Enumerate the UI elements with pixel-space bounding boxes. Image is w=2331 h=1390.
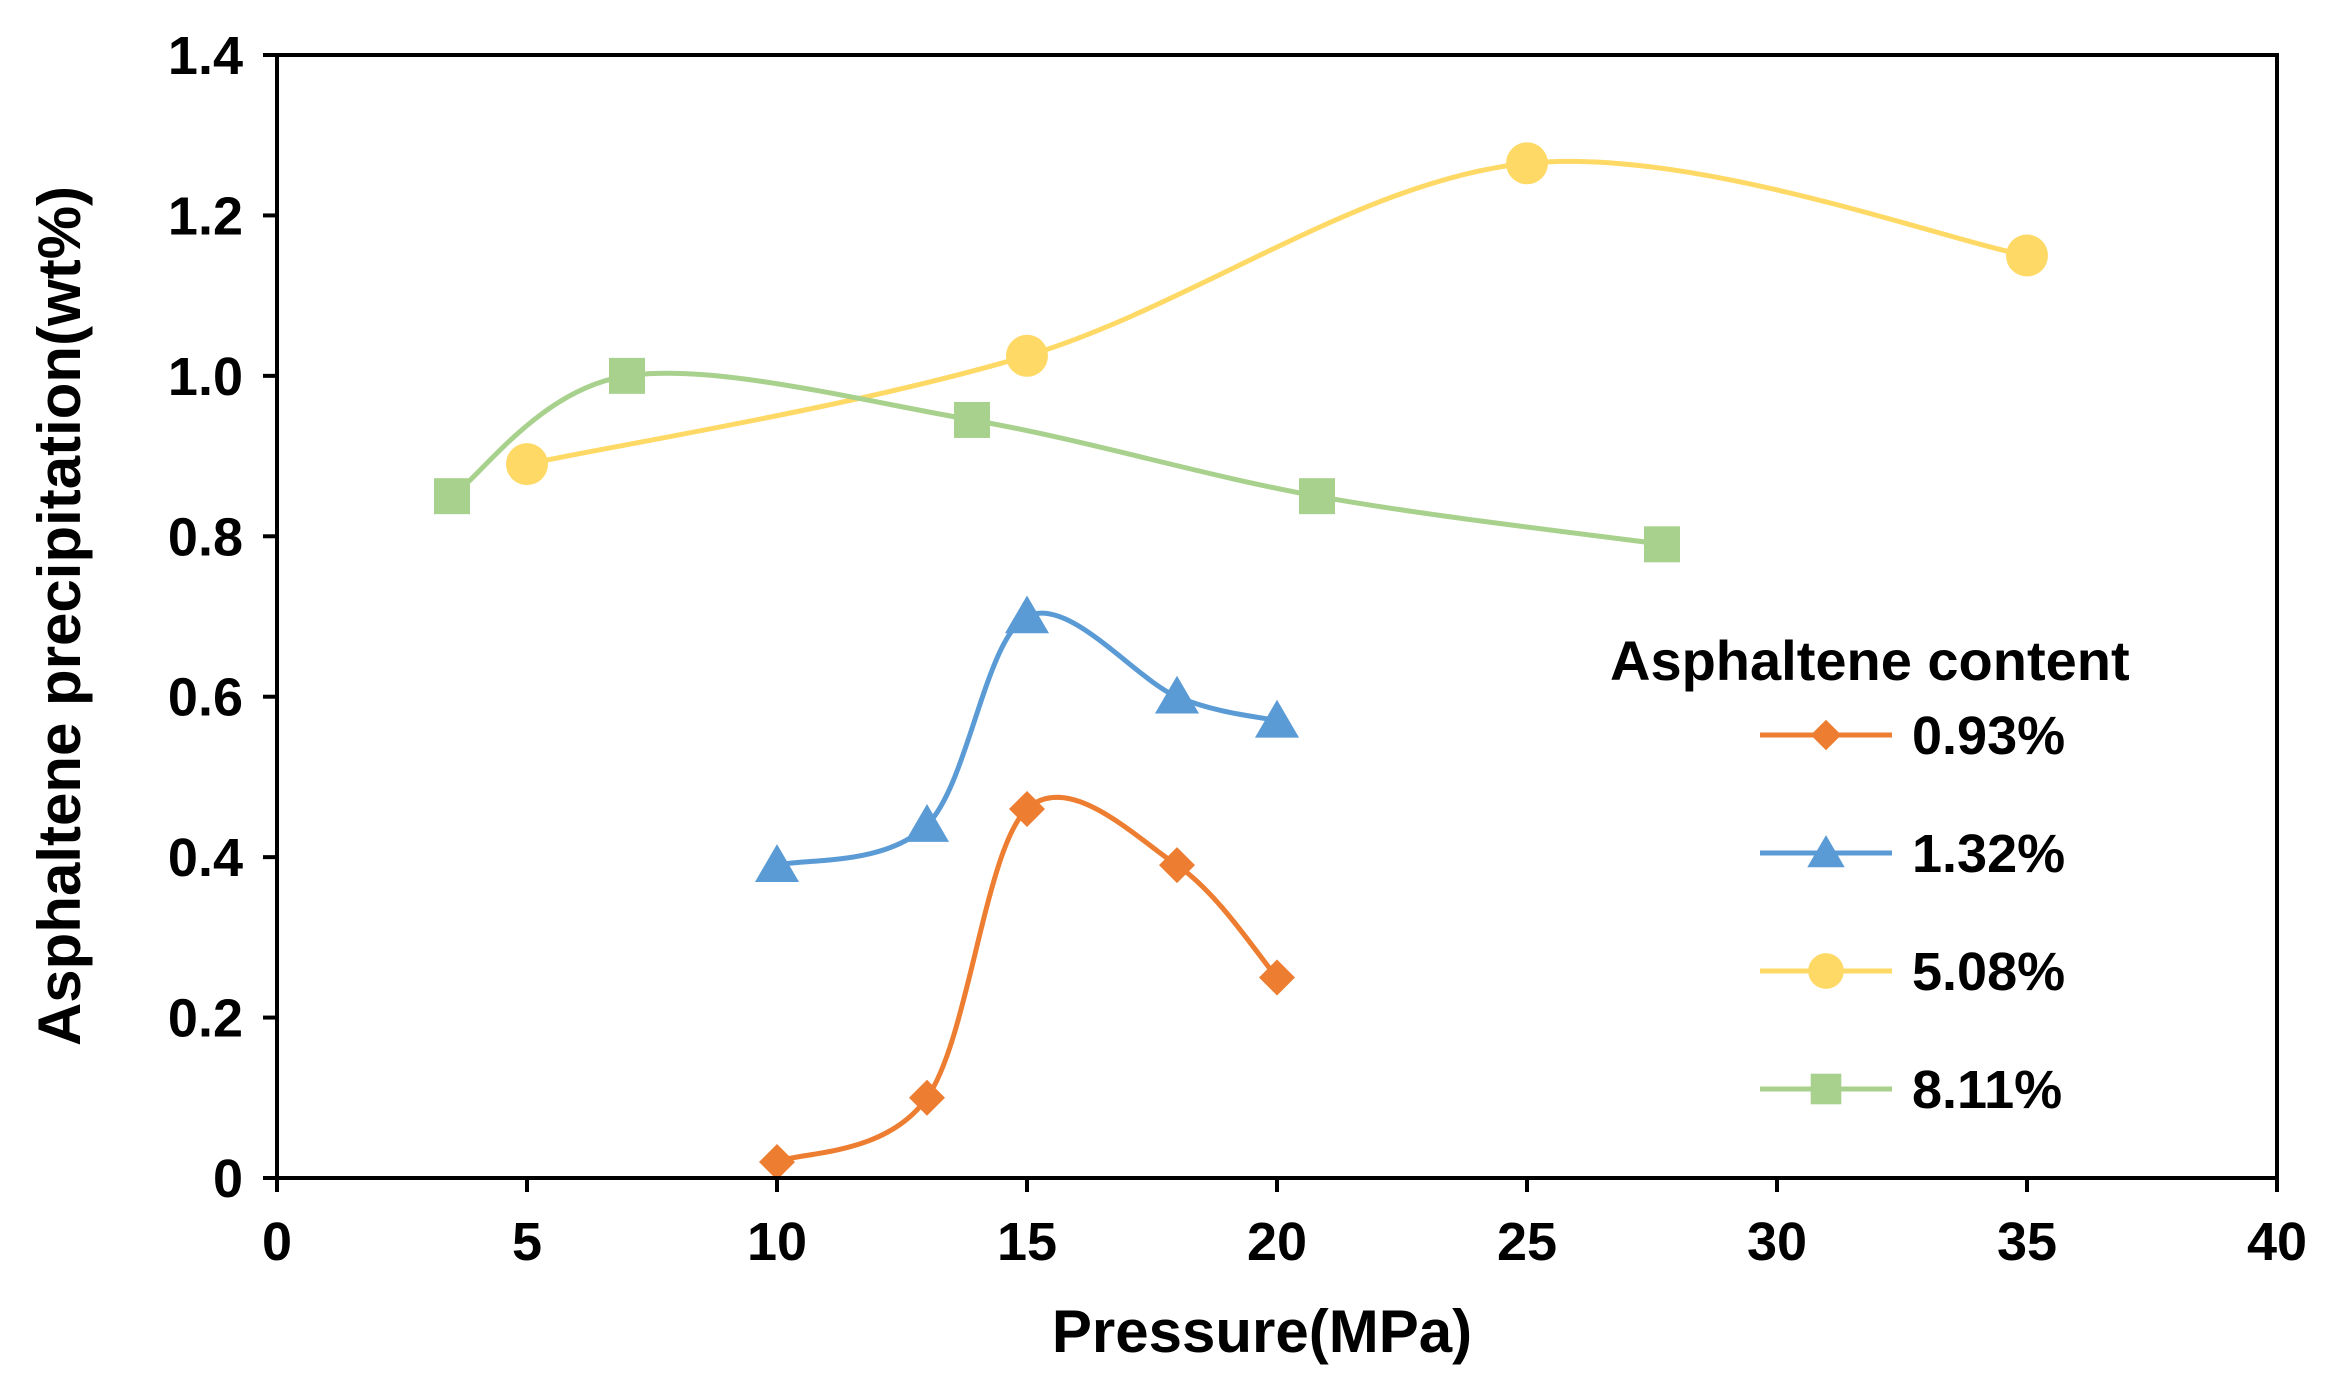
data-point [609,357,645,394]
data-point [506,443,548,486]
data-point [1506,142,1548,185]
y-tick-label: 0.2 [168,989,243,1049]
series-line [776,794,1279,1165]
y-tick-label: 0.6 [168,668,243,728]
legend-item: 5.08% [1760,942,2065,1002]
legend-label: 5.08% [1912,942,2065,1002]
legend-label: 8.11% [1912,1060,2062,1120]
legend-marker [1810,1073,1842,1105]
series-line [776,610,1278,868]
series-0.93% [759,791,1295,1180]
x-tick-label: 30 [1747,1212,1807,1272]
legend-item: 0.93% [1760,706,2065,766]
series-8.11% [434,357,1680,563]
legend-title: Asphaltene content [1610,629,2130,692]
series-5.08% [506,142,2048,486]
data-point [1254,699,1300,738]
legend-marker [1808,953,1844,989]
data-point [954,401,990,438]
y-tick-label: 0.4 [168,828,243,888]
y-axis-title: Asphaltene precipitation(wt%) [26,186,93,1046]
y-tick-label: 0 [213,1149,243,1209]
x-tick-label: 40 [2247,1212,2307,1272]
x-tick-label: 15 [997,1212,1057,1272]
legend-label: 1.32% [1912,824,2065,884]
x-tick-label: 35 [1997,1212,2057,1272]
x-axis-title: Pressure(MPa) [1052,1298,1472,1365]
legend-item: 1.32% [1760,824,2065,884]
data-point [759,1143,795,1180]
data-point [1259,959,1295,996]
data-point [1159,847,1195,884]
data-point [909,1079,945,1116]
ticks-layer: 0 5 10 15 20 25 30 35 40 0 0.2 0.4 0.6 0.8 1.0 1.2 1.4 [168,26,2307,1272]
y-tick-label: 1.0 [168,347,243,407]
plot-frame [275,53,2279,1180]
data-point [1299,478,1335,515]
data-point [1644,526,1680,563]
data-point [1009,791,1045,828]
x-tick-label: 0 [262,1212,292,1272]
x-tick-label: 10 [747,1212,807,1272]
data-point [2006,234,2048,277]
series-line [450,370,1663,547]
series-line [526,158,2028,467]
data-point [754,844,800,882]
y-tick-label: 1.4 [168,26,243,86]
legend-marker [1810,719,1842,751]
data-point [904,804,950,842]
y-tick-label: 0.8 [168,507,243,567]
legend: Asphaltene content 0.93% 1.32% 5.08% 8.11% [1610,629,2130,1120]
x-tick-label: 5 [512,1212,542,1272]
data-point [1154,675,1200,714]
legend-label: 0.93% [1912,706,2065,766]
data-point [434,478,470,515]
data-point [1004,595,1050,634]
x-tick-label: 25 [1497,1212,1557,1272]
legend-item: 8.11% [1760,1060,2062,1120]
series-1.32% [754,595,1300,882]
series-layer [434,142,2048,1180]
legend-marker [1807,835,1845,868]
data-point [1006,334,1048,377]
x-tick-label: 20 [1247,1212,1307,1272]
legend-items: 0.93% 1.32% 5.08% 8.11% [1760,706,2065,1120]
y-tick-label: 1.2 [168,186,243,246]
